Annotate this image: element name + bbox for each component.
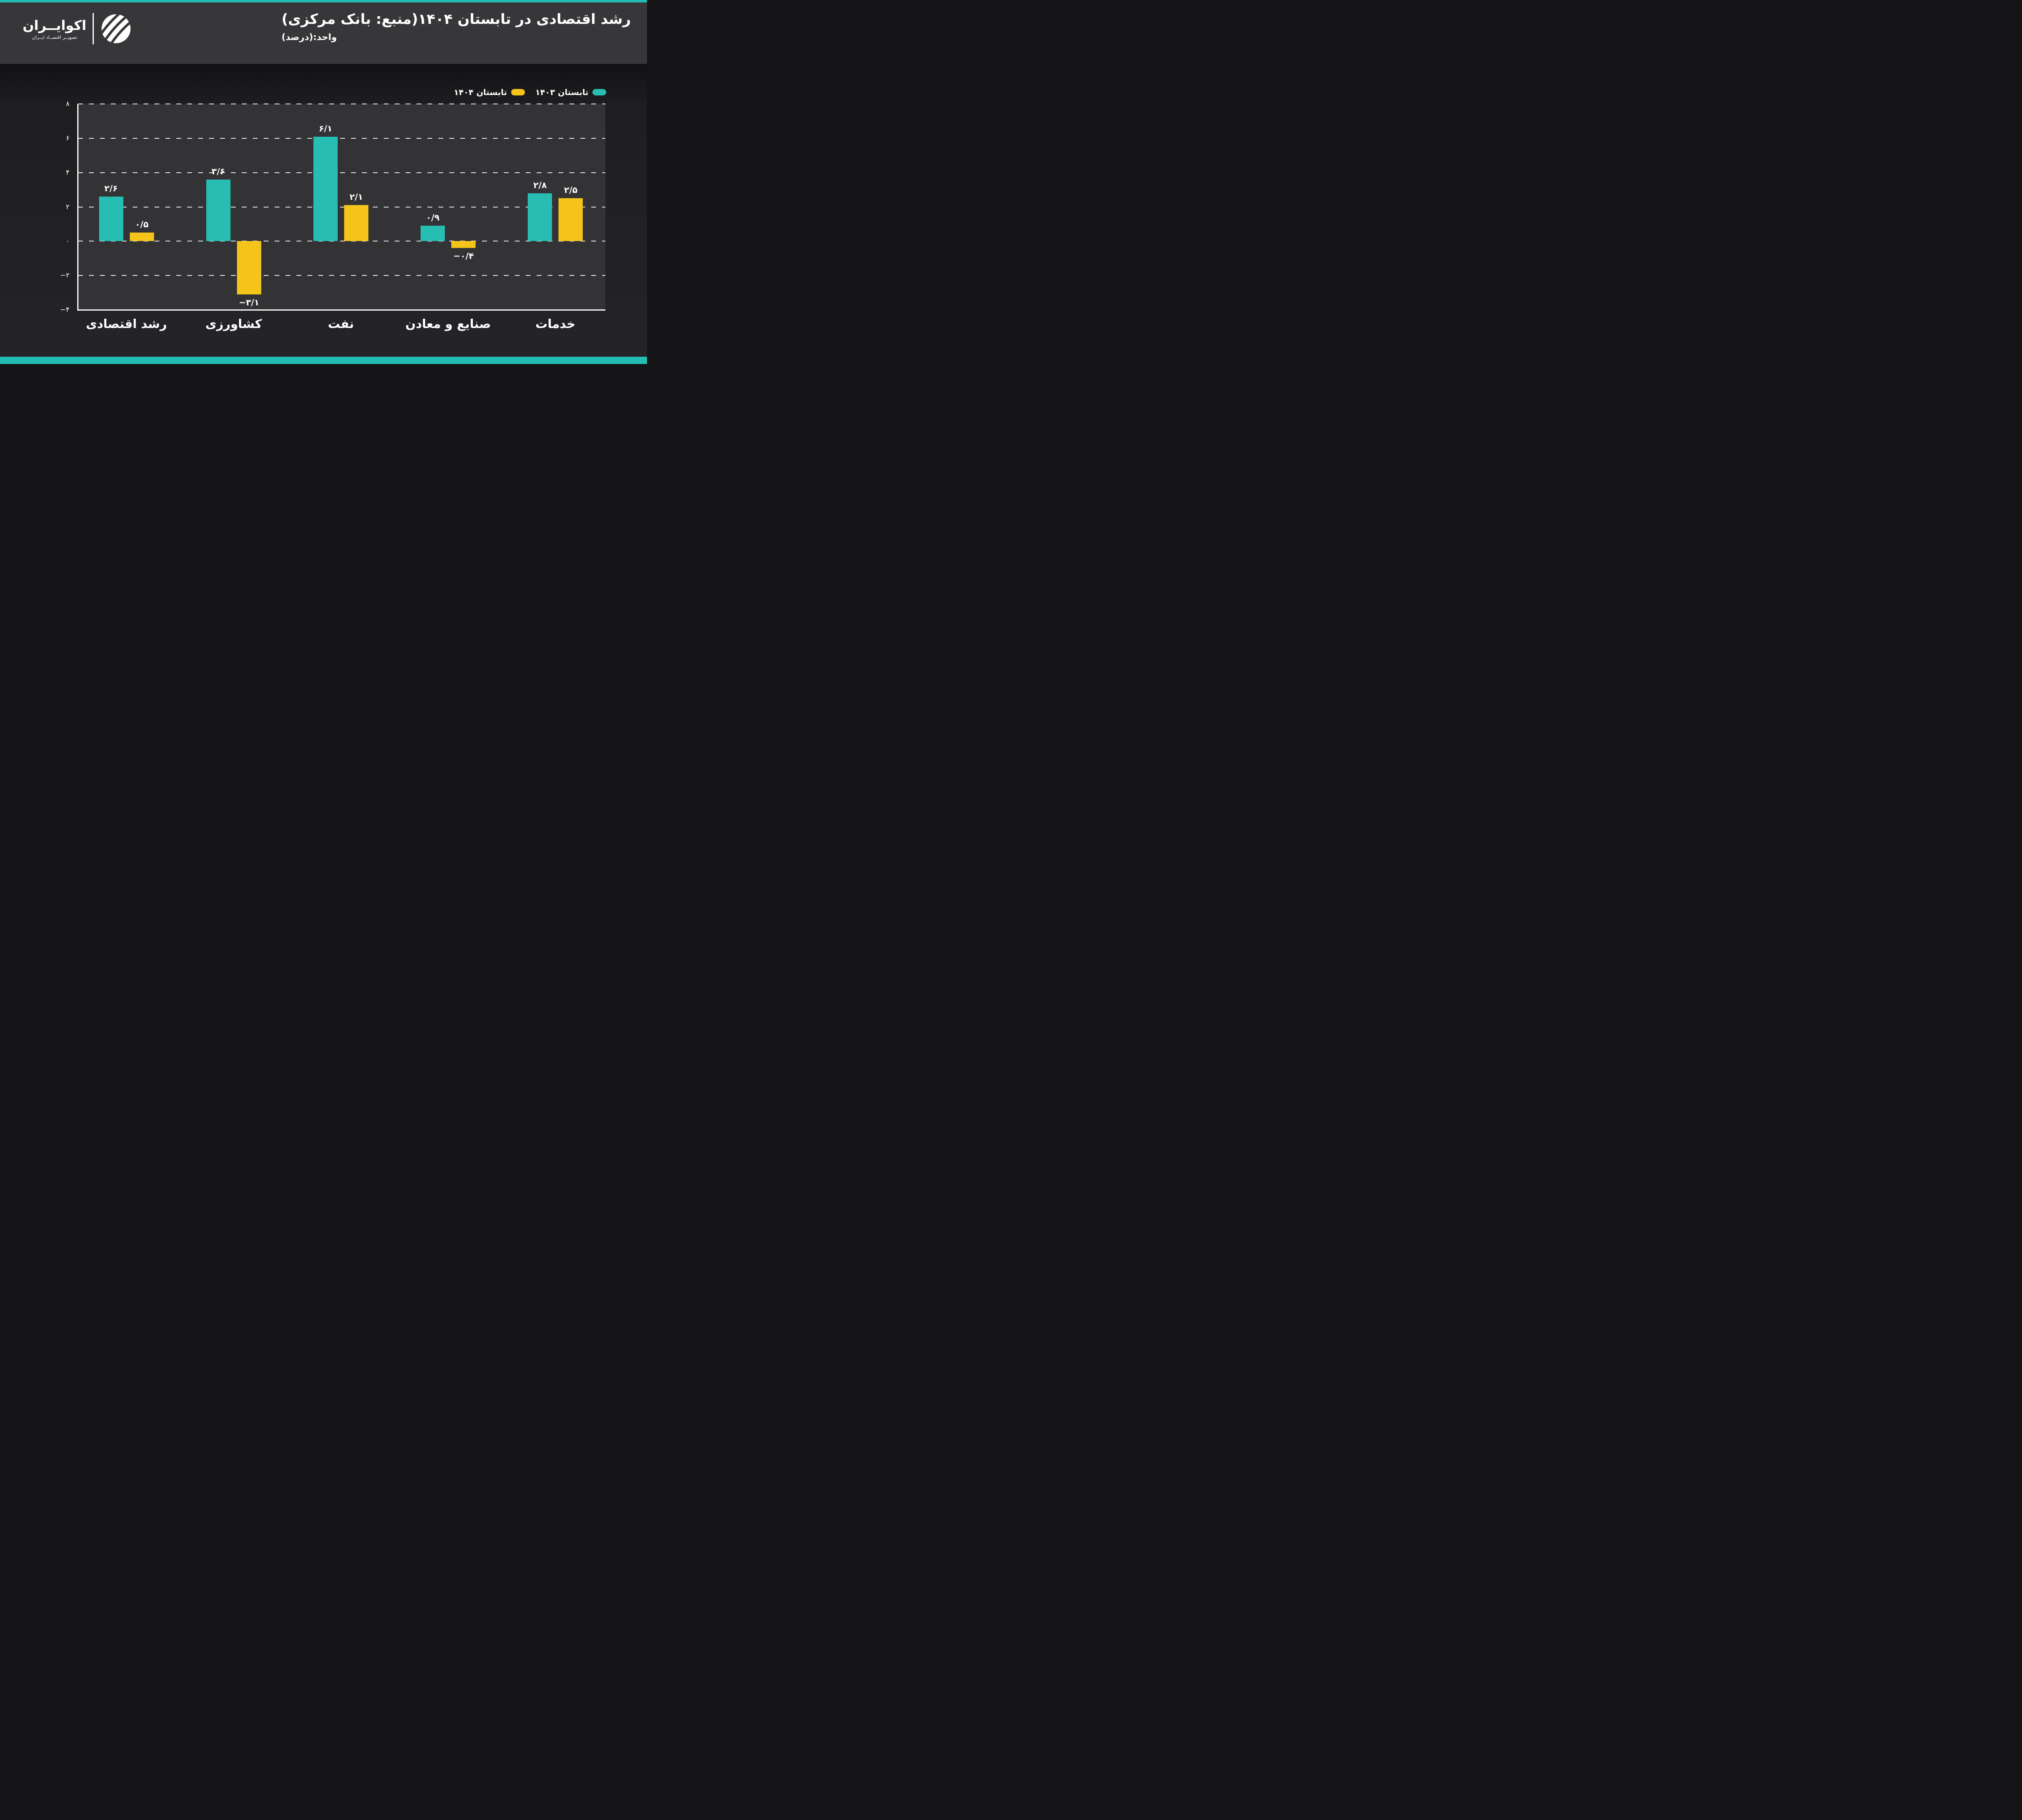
brand-logo: اکوایــران تصویــر اقتصــاد ایــران	[23, 13, 132, 44]
x-axis-line	[77, 309, 605, 311]
bar-value-label: ۲/۸	[533, 180, 547, 190]
bar-series-2	[451, 241, 476, 248]
infographic-page: اکوایــران تصویــر اقتصــاد ایــران رشد …	[0, 0, 647, 364]
brand-globe-icon	[102, 14, 131, 43]
gridline	[78, 138, 605, 139]
header-bar: اکوایــران تصویــر اقتصــاد ایــران رشد …	[0, 2, 647, 64]
y-axis-tick-label: −۲	[60, 271, 70, 280]
x-axis-category-label: کشاورزی	[205, 317, 262, 331]
legend-label: تابستان ۱۴۰۳	[535, 87, 588, 97]
bar-value-label: ۲/۱	[349, 192, 363, 202]
y-axis-tick-label: ۴	[66, 168, 70, 177]
title-block: رشد اقتصادی در تابستان ۱۴۰۴(منبع: بانک م…	[281, 9, 631, 44]
bar-chart: ۸ ۶ ۴ ۲ ۰ −۲ −۴ ۲/۶ ۳/۶ ۶/۱ ۰/۹ ۲/۸ ۰/۵ −۳/۱ ۲/۱ −۰/۴ ۲/…	[0, 0, 647, 364]
top-accent-strip	[0, 0, 647, 2]
chart-area: تابستان ۱۴۰۴ تابستان ۱۴۰۳ ۸ ۶ ۴ ۲ ۰ −۲ −۴ ۲/۶ ۳/۶…	[0, 64, 647, 357]
bar-value-label: ۲/۵	[564, 185, 578, 195]
y-axis-tick-label: ۰	[66, 237, 70, 245]
legend-swatch	[511, 89, 525, 95]
bar-series-1	[99, 197, 123, 241]
bar-series-2	[129, 233, 154, 241]
x-axis-category-label: خدمات	[535, 317, 575, 331]
bar-series-1	[528, 193, 552, 241]
y-axis-tick-label: ۸	[66, 100, 70, 108]
page-title: رشد اقتصادی در تابستان ۱۴۰۴(منبع: بانک م…	[281, 11, 631, 28]
brand-name: اکوایــران	[23, 17, 87, 33]
bar-value-label: ۰/۵	[135, 220, 149, 230]
bar-value-label: −۳/۱	[239, 297, 260, 307]
y-axis-tick-label: ۶	[66, 134, 70, 142]
legend-swatch	[592, 89, 606, 95]
gridline	[78, 275, 605, 276]
bar-series-2	[237, 241, 261, 294]
gridline	[78, 172, 605, 173]
y-axis-tick-label: −۴	[60, 306, 70, 314]
bar-value-label: ۳/۶	[212, 166, 225, 176]
brand-divider	[93, 13, 94, 44]
bar-series-1	[206, 179, 231, 241]
bar-series-2	[344, 205, 368, 241]
bar-value-label: ۶/۱	[319, 123, 332, 133]
page-subtitle: واحد:(درصد)	[281, 32, 337, 42]
x-axis-category-label: نفت	[328, 317, 354, 331]
bottom-accent-strip	[0, 357, 647, 364]
legend-label: تابستان ۱۴۰۴	[454, 87, 507, 97]
x-axis-category-label: رشد اقتصادی	[86, 317, 167, 331]
brand-tagline: تصویــر اقتصــاد ایــران	[32, 34, 77, 40]
x-axis-category-label: صنایع و معادن	[405, 317, 491, 331]
brand-text-block: اکوایــران تصویــر اقتصــاد ایــران	[23, 17, 86, 40]
bar-value-label: ۲/۶	[104, 184, 118, 194]
bar-series-2	[558, 198, 583, 241]
bar-series-1	[421, 226, 445, 241]
bar-value-label: −۰/۴	[453, 251, 474, 261]
bar-series-1	[313, 136, 338, 241]
bar-value-label: ۰/۹	[426, 213, 440, 223]
y-axis-tick-label: ۲	[66, 203, 70, 211]
legend-item: تابستان ۱۴۰۴	[454, 87, 525, 97]
chart-legend: تابستان ۱۴۰۴ تابستان ۱۴۰۳	[454, 87, 606, 97]
y-axis-line	[77, 104, 78, 311]
legend-item: تابستان ۱۴۰۳	[535, 87, 606, 97]
